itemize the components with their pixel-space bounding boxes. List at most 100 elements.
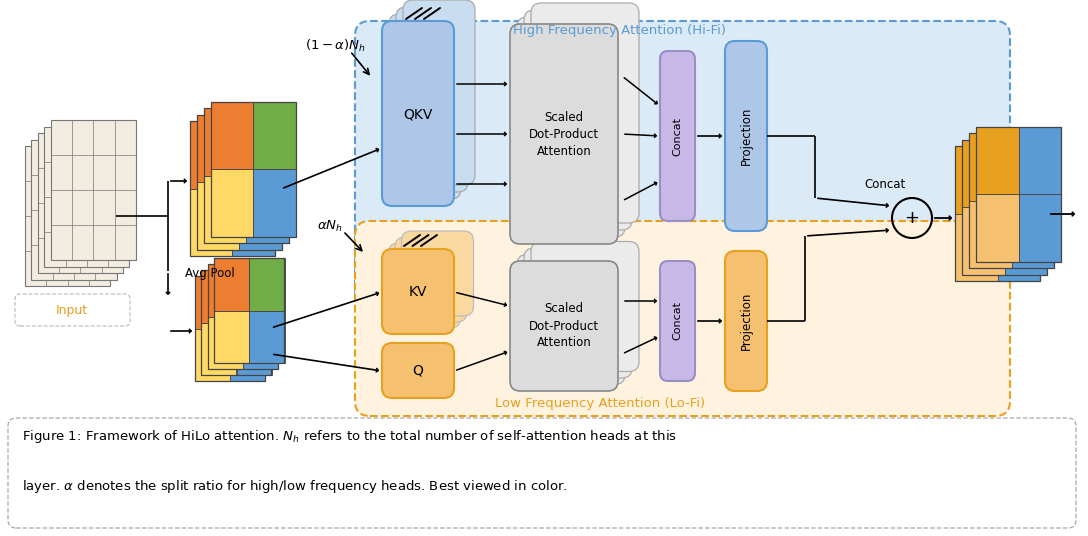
Bar [1004,139,1047,207]
FancyBboxPatch shape [355,21,1010,306]
Bar [976,126,1061,262]
Bar [25,146,110,286]
FancyBboxPatch shape [355,221,1010,416]
Bar [962,139,1047,274]
Bar [211,101,296,236]
Text: +: + [904,209,919,227]
FancyBboxPatch shape [517,255,625,384]
Text: Projection: Projection [740,107,753,165]
Bar [1018,194,1061,262]
Bar [1012,200,1054,268]
Bar [998,213,1040,281]
Text: $(1-\alpha)N_h$: $(1-\alpha)N_h$ [305,38,366,54]
Bar [236,323,272,375]
Bar [203,175,247,243]
Bar [45,126,129,266]
Bar [230,329,265,381]
FancyBboxPatch shape [725,251,767,391]
Bar [203,108,289,243]
Text: Concat: Concat [672,301,682,340]
Text: Q: Q [412,364,423,378]
Bar [211,169,254,236]
Bar [51,120,136,260]
FancyBboxPatch shape [390,14,461,199]
Bar [1012,133,1054,200]
FancyBboxPatch shape [403,0,475,185]
Bar [208,316,243,369]
Bar [201,270,236,323]
Bar [1018,126,1061,194]
FancyBboxPatch shape [382,21,454,206]
FancyBboxPatch shape [382,343,454,398]
Bar [969,133,1012,200]
Bar [208,264,243,316]
Text: Avg Pool: Avg Pool [185,267,235,280]
Text: $\alpha N_h$: $\alpha N_h$ [317,219,343,234]
Bar [208,264,279,369]
Bar [976,126,1018,194]
Bar [197,115,282,249]
Bar [955,146,998,213]
Bar [247,108,289,175]
FancyBboxPatch shape [401,231,473,316]
Bar [236,270,272,323]
Bar [254,101,296,169]
Bar [962,207,1004,274]
Bar [195,276,230,329]
Bar [239,115,282,182]
FancyBboxPatch shape [388,243,460,328]
FancyBboxPatch shape [510,24,618,244]
Text: Concat: Concat [672,116,682,155]
Bar [969,200,1012,268]
Text: Figure 1: Framework of HiLo attention. $N_h$ refers to the total number of self-: Figure 1: Framework of HiLo attention. $… [22,428,677,445]
Bar [197,182,239,249]
Bar [233,121,275,189]
Bar [211,101,254,169]
Bar [243,316,279,369]
Bar [233,189,275,256]
Bar [249,258,284,310]
Bar [32,139,116,279]
FancyBboxPatch shape [8,418,1076,528]
Text: KV: KV [409,285,428,299]
Bar [201,323,236,375]
Text: Scaled
Dot-Product
Attention: Scaled Dot-Product Attention [529,302,599,349]
Bar [214,258,249,310]
FancyBboxPatch shape [725,41,767,231]
Text: Input: Input [55,303,88,316]
Bar [249,310,284,363]
Bar [190,121,233,189]
FancyBboxPatch shape [395,237,467,322]
Bar [214,258,284,363]
Text: Scaled
Dot-Product
Attention: Scaled Dot-Product Attention [529,110,599,158]
Bar [955,213,998,281]
Bar [998,146,1040,213]
Bar [195,276,265,381]
Bar [955,146,1040,281]
Bar [243,264,279,316]
FancyBboxPatch shape [517,17,625,237]
Text: High Frequency Attention (Hi-Fi): High Frequency Attention (Hi-Fi) [514,24,727,36]
FancyBboxPatch shape [524,10,632,230]
Text: Concat: Concat [864,177,905,190]
Bar [203,108,247,175]
Bar [38,133,123,273]
FancyBboxPatch shape [15,294,129,326]
Bar [969,133,1054,268]
FancyBboxPatch shape [396,7,468,192]
Bar [190,189,233,256]
Bar [190,121,275,256]
Text: Projection: Projection [740,292,753,350]
Bar [962,139,1004,207]
Bar [201,270,272,375]
FancyBboxPatch shape [660,51,695,221]
Bar [195,329,230,381]
FancyBboxPatch shape [510,261,618,391]
Text: layer. $\alpha$ denotes the split ratio for high/low frequency heads. Best viewe: layer. $\alpha$ denotes the split ratio … [22,478,568,495]
Bar [976,194,1018,262]
Bar [214,310,249,363]
Text: Low Frequency Attention (Lo-Fi): Low Frequency Attention (Lo-Fi) [495,398,705,411]
FancyBboxPatch shape [382,249,454,334]
Text: QKV: QKV [404,107,433,121]
Bar [247,175,289,243]
